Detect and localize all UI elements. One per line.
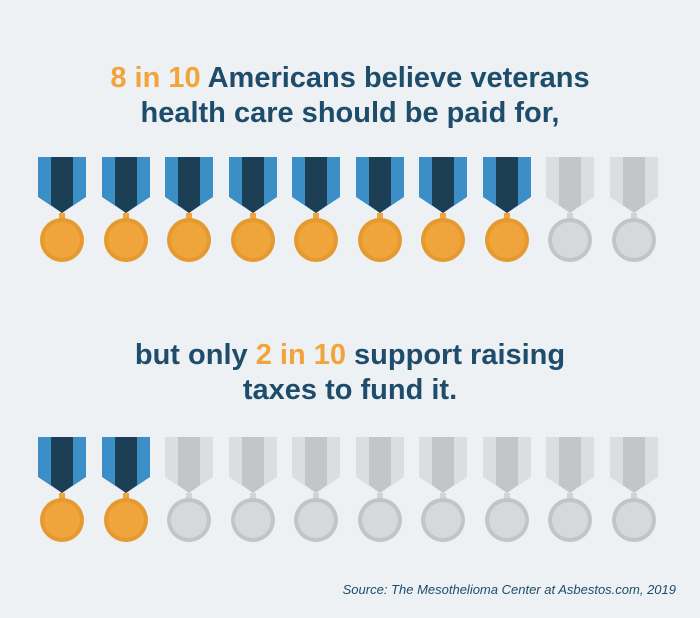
medal-icon-empty	[546, 157, 594, 267]
medal-icon-empty	[292, 437, 340, 547]
medal-icon-filled	[419, 157, 467, 267]
medal-row-bottom	[38, 437, 662, 547]
medal-icon-filled	[165, 157, 213, 267]
medal-icon-filled	[229, 157, 277, 267]
headline-top-highlight: 8 in 10	[110, 62, 201, 94]
medal-row-top	[38, 157, 662, 267]
medal-icon-empty	[356, 437, 404, 547]
medal-icon-empty	[229, 437, 277, 547]
medal-icon-empty	[546, 437, 594, 547]
medal-icon-empty	[483, 437, 531, 547]
medal-icon-filled	[483, 157, 531, 267]
medal-icon-empty	[610, 157, 658, 267]
headline-bottom-line1: support raising	[345, 339, 566, 371]
medal-icon-filled	[102, 157, 150, 267]
medal-icon-empty	[419, 437, 467, 547]
medal-icon-filled	[38, 157, 86, 267]
headline-bottom: but only 2 in 10 support raising taxes t…	[0, 338, 700, 408]
medal-icon-filled	[356, 157, 404, 267]
headline-bottom-line2: taxes to fund it.	[242, 374, 458, 406]
medal-icon-filled	[102, 437, 150, 547]
headline-top-line1: Americans believe veterans	[200, 62, 590, 94]
source-citation: Source: The Mesothelioma Center at Asbes…	[342, 582, 676, 597]
headline-top: 8 in 10 Americans believe veterans healt…	[0, 61, 700, 131]
medal-icon-filled	[38, 437, 86, 547]
headline-top-line2: health care should be paid for,	[140, 97, 560, 129]
headline-bottom-prefix: but only	[134, 339, 256, 371]
headline-bottom-highlight: 2 in 10	[255, 339, 346, 371]
medal-icon-empty	[165, 437, 213, 547]
medal-icon-filled	[292, 157, 340, 267]
medal-icon-empty	[610, 437, 658, 547]
